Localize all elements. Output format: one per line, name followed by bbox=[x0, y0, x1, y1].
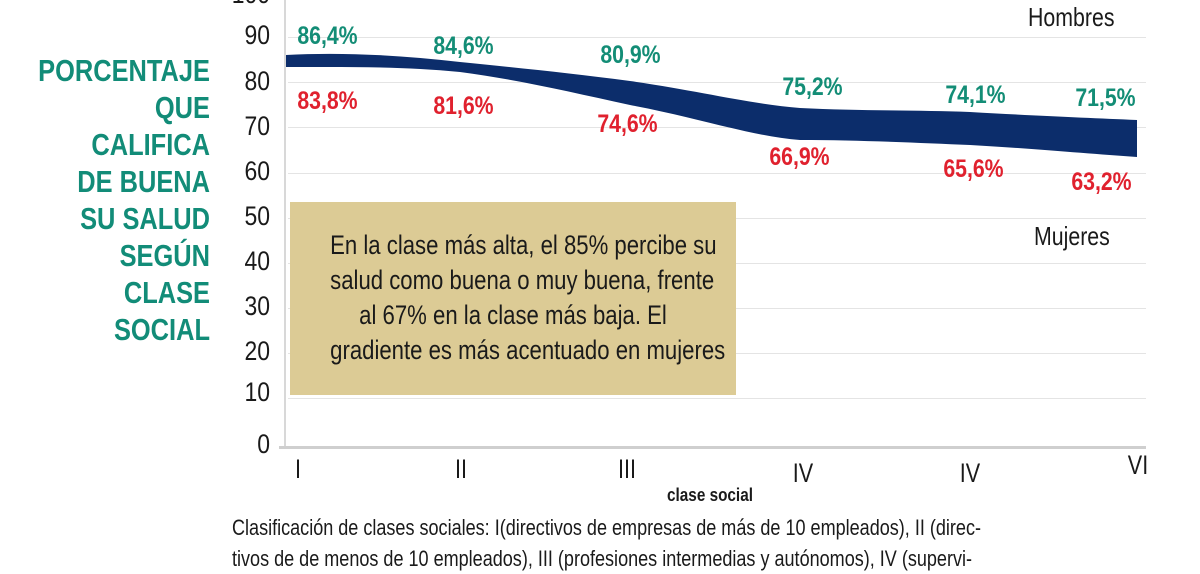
x-tick: IV bbox=[959, 458, 981, 488]
x-tick: II bbox=[454, 454, 467, 484]
side-title-line: CLASE bbox=[123, 275, 210, 310]
y-tick: 70 bbox=[244, 111, 270, 141]
gridline bbox=[288, 82, 1146, 83]
gridline bbox=[288, 127, 1146, 128]
y-tick: 0 bbox=[257, 429, 270, 459]
annotation-line: salud como buena o muy buena, frente bbox=[330, 265, 715, 295]
y-tick: 40 bbox=[244, 246, 270, 276]
side-title-line: DE BUENA bbox=[77, 164, 210, 199]
side-title-line: SOCIAL bbox=[113, 312, 210, 347]
annotation-box: En la clase más alta, el 85% percibe su … bbox=[290, 202, 736, 395]
series-label-men: Hombres bbox=[1028, 2, 1115, 32]
x-axis bbox=[279, 446, 1146, 449]
series-label-women: Mujeres bbox=[1034, 221, 1110, 251]
x-tick: IV bbox=[792, 458, 814, 488]
women-value-label: 66,9% bbox=[769, 143, 830, 171]
x-tick: I bbox=[294, 454, 301, 484]
caption-line: tivos de de menos de 10 empleados), III … bbox=[232, 546, 973, 571]
side-title-line: QUE bbox=[154, 90, 210, 125]
women-value-label: 63,2% bbox=[1071, 168, 1132, 196]
y-tick: 50 bbox=[244, 201, 270, 231]
x-tick: VI bbox=[1127, 450, 1149, 480]
men-value-label: 75,2% bbox=[782, 73, 843, 101]
band-shape bbox=[286, 53, 1137, 158]
y-tick: 100 bbox=[229, 0, 270, 10]
y-tick: 20 bbox=[244, 336, 270, 366]
chart-side-title: PORCENTAJE QUE CALIFICA DE BUENA SU SALU… bbox=[38, 52, 210, 348]
x-tick: III bbox=[617, 454, 636, 484]
y-tick: 80 bbox=[244, 66, 270, 96]
side-title-line: SEGÚN bbox=[119, 238, 210, 273]
y-tick: 30 bbox=[244, 291, 270, 321]
x-axis-title: clase social bbox=[667, 485, 753, 505]
men-value-label: 71,5% bbox=[1075, 84, 1136, 112]
y-tick: 90 bbox=[244, 20, 270, 50]
men-value-label: 74,1% bbox=[945, 81, 1006, 109]
men-value-label: 84,6% bbox=[433, 32, 494, 60]
side-title-line: PORCENTAJE bbox=[38, 53, 211, 88]
y-tick: 60 bbox=[244, 156, 270, 186]
gridline bbox=[288, 173, 1146, 174]
y-axis bbox=[284, 0, 286, 448]
annotation-line: al 67% en la clase más baja. El bbox=[359, 300, 667, 330]
women-value-label: 83,8% bbox=[297, 87, 358, 115]
gridline bbox=[288, 398, 1146, 399]
men-value-label: 80,9% bbox=[600, 41, 661, 69]
side-title-line: SU SALUD bbox=[80, 201, 210, 236]
caption-line: Clasificación de clases sociales: I(dire… bbox=[232, 515, 981, 540]
women-value-label: 74,6% bbox=[597, 110, 658, 138]
women-value-label: 65,6% bbox=[943, 155, 1004, 183]
side-title-line: CALIFICA bbox=[91, 127, 210, 162]
y-tick: 10 bbox=[244, 377, 270, 407]
annotation-line: En la clase más alta, el 85% percibe su bbox=[330, 230, 717, 260]
annotation-line: gradiente es más acentuado en mujeres bbox=[330, 335, 726, 365]
gridline bbox=[288, 37, 1146, 38]
women-value-label: 81,6% bbox=[433, 92, 494, 120]
men-value-label: 86,4% bbox=[297, 22, 358, 50]
